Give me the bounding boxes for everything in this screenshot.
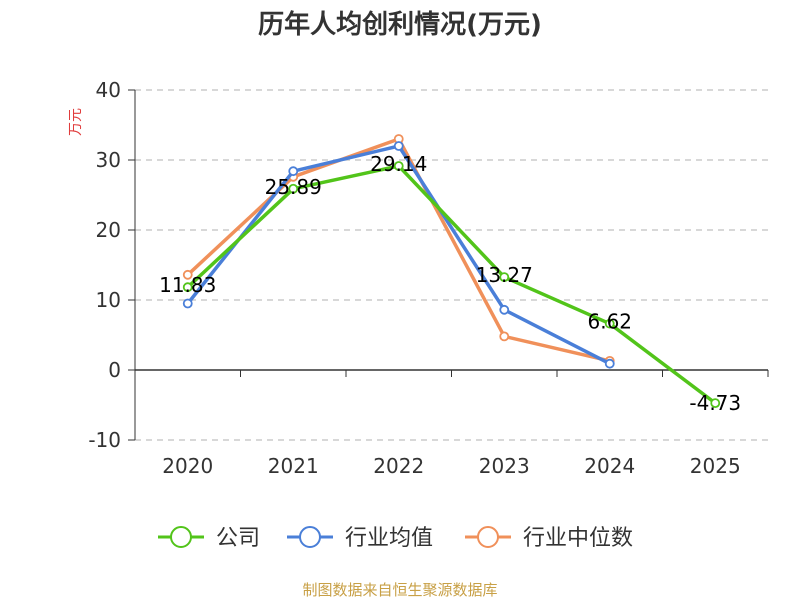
data-label: 6.62 xyxy=(587,310,632,334)
y-tick-label: 0 xyxy=(108,358,121,382)
series-layer xyxy=(182,134,721,409)
legend-label: 行业中位数 xyxy=(523,526,633,551)
gridlines xyxy=(135,89,768,441)
data-label: 25.89 xyxy=(265,175,322,199)
data-point xyxy=(288,183,299,194)
legend-label: 公司 xyxy=(216,526,260,551)
y-tick-label: 30 xyxy=(96,148,121,172)
data-point xyxy=(499,331,510,342)
x-tick-label: 2020 xyxy=(162,454,213,478)
data-point xyxy=(393,161,404,171)
data-label: 29.14 xyxy=(370,152,427,176)
series-line-0 xyxy=(186,164,718,405)
axes: -10 0 10 20 30 40 2020 2021 2022 2023 2024 2025 xyxy=(88,78,769,478)
legend-marker xyxy=(299,526,321,548)
data-label: 11.83 xyxy=(159,273,216,297)
y-tick-label: 10 xyxy=(96,288,121,312)
y-axis-label: 万元 xyxy=(68,108,84,136)
legend-marker xyxy=(170,526,192,548)
data-labels: 11.83 25.89 29.14 13.27 6.62 -4.73 xyxy=(159,152,741,415)
legend-marker xyxy=(477,526,499,548)
data-point xyxy=(182,269,193,280)
y-tick-label: -10 xyxy=(88,428,121,452)
x-tick-label: 2022 xyxy=(373,454,424,478)
y-tick-label: 40 xyxy=(96,78,121,102)
chart-title: 历年人均创利情况(万元) xyxy=(258,9,542,40)
y-tick-label: 20 xyxy=(96,218,121,242)
x-tick-label: 2023 xyxy=(479,454,530,478)
x-tick-label: 2021 xyxy=(268,454,319,478)
source-note: 制图数据来自恒生聚源数据库 xyxy=(302,581,497,599)
data-point xyxy=(393,141,404,151)
data-point xyxy=(710,398,721,409)
data-point xyxy=(499,272,510,283)
data-point xyxy=(182,298,193,309)
data-label: -4.73 xyxy=(689,391,741,415)
legend: 公司 行业均值 行业中位数 xyxy=(158,526,633,551)
data-point xyxy=(499,304,510,315)
legend-label: 行业均值 xyxy=(345,526,433,551)
data-point xyxy=(288,166,299,177)
series-line-1 xyxy=(186,144,612,366)
data-point xyxy=(604,358,615,369)
data-point xyxy=(182,282,193,293)
data-point xyxy=(604,318,615,329)
data-label: 13.27 xyxy=(476,263,533,287)
x-tick-label: 2024 xyxy=(584,454,635,478)
x-tick-label: 2025 xyxy=(690,454,741,478)
